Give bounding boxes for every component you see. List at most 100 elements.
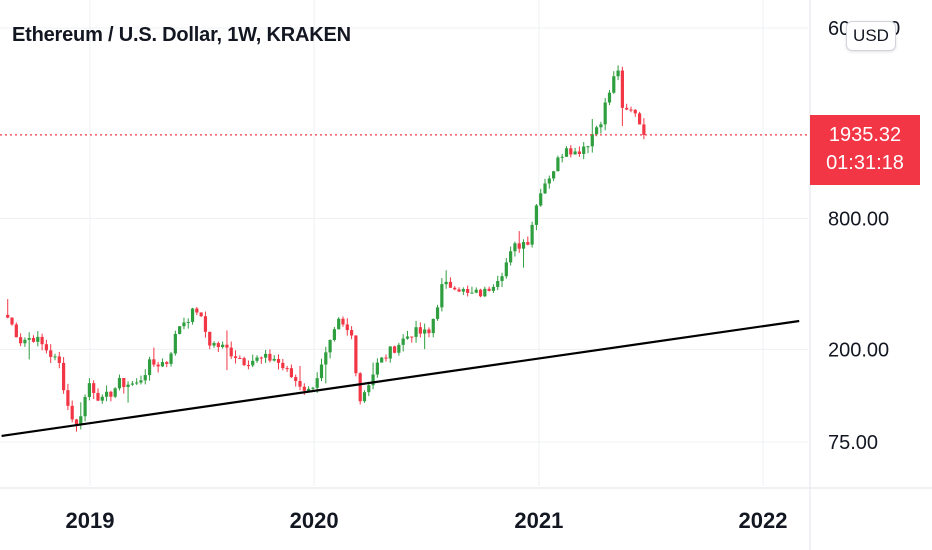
candle-body bbox=[49, 350, 53, 357]
candle bbox=[526, 236, 530, 246]
candle bbox=[423, 323, 427, 350]
candle-body bbox=[281, 362, 285, 369]
candle bbox=[10, 317, 14, 326]
candlestick-series[interactable] bbox=[6, 65, 646, 432]
candle-body bbox=[590, 134, 594, 147]
candle-body bbox=[203, 316, 208, 332]
candle bbox=[577, 146, 581, 157]
candle bbox=[543, 178, 547, 195]
candle-body bbox=[302, 386, 306, 391]
candle bbox=[6, 299, 10, 319]
candle-body bbox=[229, 347, 233, 357]
candle-body bbox=[113, 388, 117, 397]
candle-body bbox=[173, 333, 177, 354]
candle bbox=[444, 270, 448, 289]
time-axis-label: 2021 bbox=[514, 508, 563, 533]
candle-body bbox=[375, 362, 379, 375]
candle bbox=[530, 221, 534, 248]
candle-body bbox=[603, 102, 607, 125]
support-trendline[interactable] bbox=[1, 319, 800, 437]
candle bbox=[49, 344, 53, 363]
candle bbox=[341, 316, 345, 327]
candle bbox=[453, 286, 457, 291]
candle bbox=[285, 365, 289, 372]
candle bbox=[130, 380, 134, 386]
candle bbox=[324, 346, 328, 384]
candle bbox=[637, 111, 642, 125]
candle-body bbox=[328, 339, 332, 353]
candle-body bbox=[70, 405, 74, 420]
candle-body bbox=[427, 329, 431, 334]
candle-body bbox=[139, 380, 143, 383]
candle-body bbox=[594, 127, 599, 135]
candle bbox=[607, 89, 612, 106]
candle bbox=[268, 349, 272, 363]
candle bbox=[371, 362, 375, 390]
candle-body bbox=[44, 344, 49, 351]
candle-body bbox=[543, 183, 547, 194]
candle bbox=[509, 246, 513, 266]
candle bbox=[109, 390, 113, 402]
candle-body bbox=[92, 383, 96, 393]
candle-body bbox=[57, 356, 61, 363]
candle-body bbox=[19, 337, 23, 344]
candle bbox=[440, 278, 444, 312]
candle-body bbox=[276, 358, 281, 363]
candle bbox=[397, 342, 401, 356]
candle bbox=[117, 374, 122, 391]
candle-body bbox=[324, 352, 328, 365]
candle-body bbox=[311, 387, 315, 389]
candle bbox=[478, 288, 483, 298]
candle-body bbox=[345, 324, 349, 331]
candle bbox=[380, 357, 384, 363]
candle-body bbox=[40, 336, 44, 345]
candle bbox=[135, 378, 139, 386]
candle bbox=[590, 118, 594, 153]
candle bbox=[186, 318, 190, 329]
candle-body bbox=[233, 356, 238, 359]
candle-body bbox=[259, 357, 263, 359]
time-axis[interactable]: 2019 2020 2021 2022 bbox=[66, 508, 788, 533]
price-axis-label: 200.00 bbox=[828, 339, 889, 361]
candle-body bbox=[27, 338, 31, 340]
candle-body bbox=[521, 242, 526, 249]
candle bbox=[491, 284, 496, 293]
candle bbox=[435, 304, 440, 321]
candle bbox=[208, 331, 212, 350]
candle-body bbox=[513, 243, 517, 252]
candle bbox=[36, 331, 40, 347]
candle-body bbox=[66, 390, 70, 406]
candle-body bbox=[87, 383, 91, 397]
candle bbox=[100, 394, 104, 404]
candle-body bbox=[341, 318, 345, 325]
candle-body bbox=[242, 358, 246, 366]
candle-body bbox=[23, 339, 27, 344]
overlays[interactable] bbox=[0, 134, 808, 437]
currency-button[interactable]: USD bbox=[846, 21, 896, 51]
candle-body bbox=[423, 329, 427, 334]
candle-body bbox=[410, 336, 414, 338]
candle-body bbox=[337, 318, 341, 330]
candle-body bbox=[380, 357, 384, 363]
candle bbox=[212, 341, 216, 348]
candle bbox=[276, 354, 281, 370]
candle-body bbox=[216, 343, 220, 348]
candle bbox=[358, 372, 362, 405]
candle bbox=[552, 170, 556, 182]
candle bbox=[264, 349, 268, 364]
candle-body bbox=[186, 321, 190, 323]
candle-body bbox=[358, 373, 362, 402]
candle-body bbox=[61, 362, 66, 391]
candle bbox=[251, 354, 255, 368]
candle bbox=[27, 332, 31, 360]
candle-body bbox=[354, 335, 358, 374]
candle-body bbox=[612, 76, 616, 93]
candle bbox=[375, 358, 379, 378]
candle-body bbox=[491, 286, 496, 291]
candle-body bbox=[401, 338, 405, 345]
candle-body bbox=[10, 317, 14, 325]
chart-title: Ethereum / U.S. Dollar, 1W, KRAKEN bbox=[12, 24, 351, 46]
candle bbox=[143, 369, 147, 385]
candle bbox=[384, 354, 388, 362]
